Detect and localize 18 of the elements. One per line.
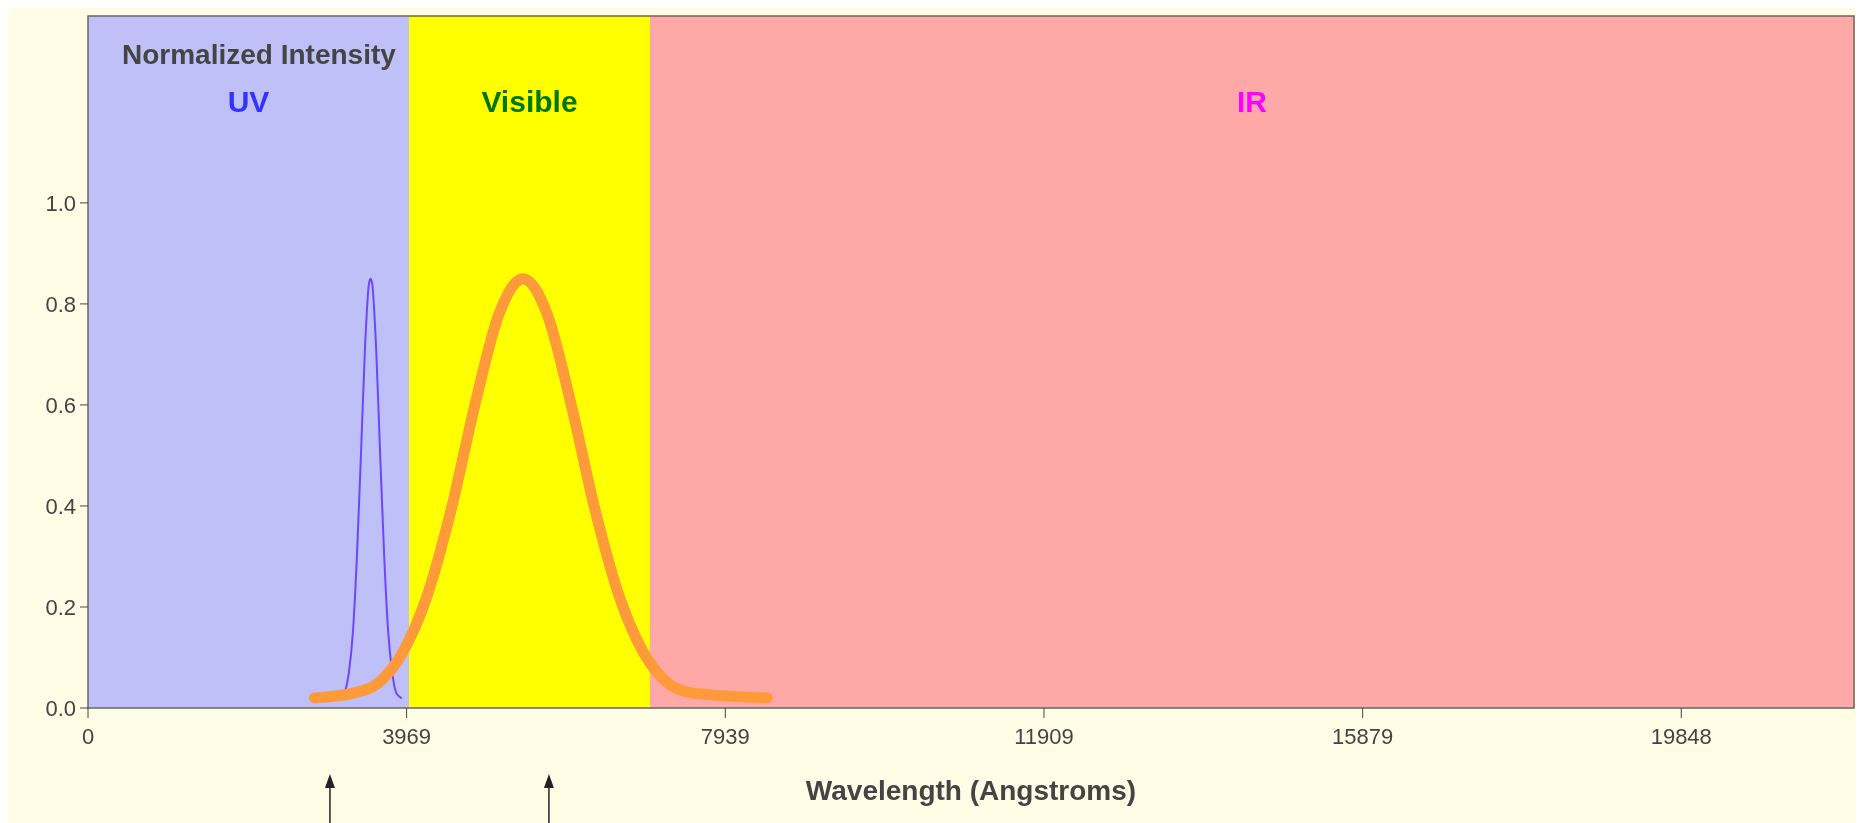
- y-tick-label: 0.2: [45, 594, 76, 620]
- x-tick-label: 11909: [1014, 724, 1074, 749]
- y-tick-label: 0.6: [45, 392, 76, 418]
- x-tick-label: 7939: [700, 724, 750, 749]
- y-tick-label: 1.0: [45, 190, 76, 216]
- x-axis-title: Wavelength (Angstroms): [805, 775, 1137, 806]
- x-tick-label: 15879: [1332, 724, 1394, 749]
- y-axis-title: Normalized Intensity: [122, 39, 397, 70]
- y-tick-label: 0.8: [45, 291, 76, 317]
- x-tick-label: 0: [81, 724, 95, 749]
- band-label: UV: [227, 84, 270, 118]
- y-tick-label: 0.4: [45, 493, 76, 519]
- y-tick-label: 0.0: [45, 695, 76, 721]
- line-series: [343, 277, 403, 699]
- band-label: Visible: [481, 84, 578, 118]
- band-label: IR: [1236, 84, 1268, 118]
- x-tick-label: 19848: [1650, 724, 1712, 749]
- x-tick-label: 3969: [382, 724, 432, 749]
